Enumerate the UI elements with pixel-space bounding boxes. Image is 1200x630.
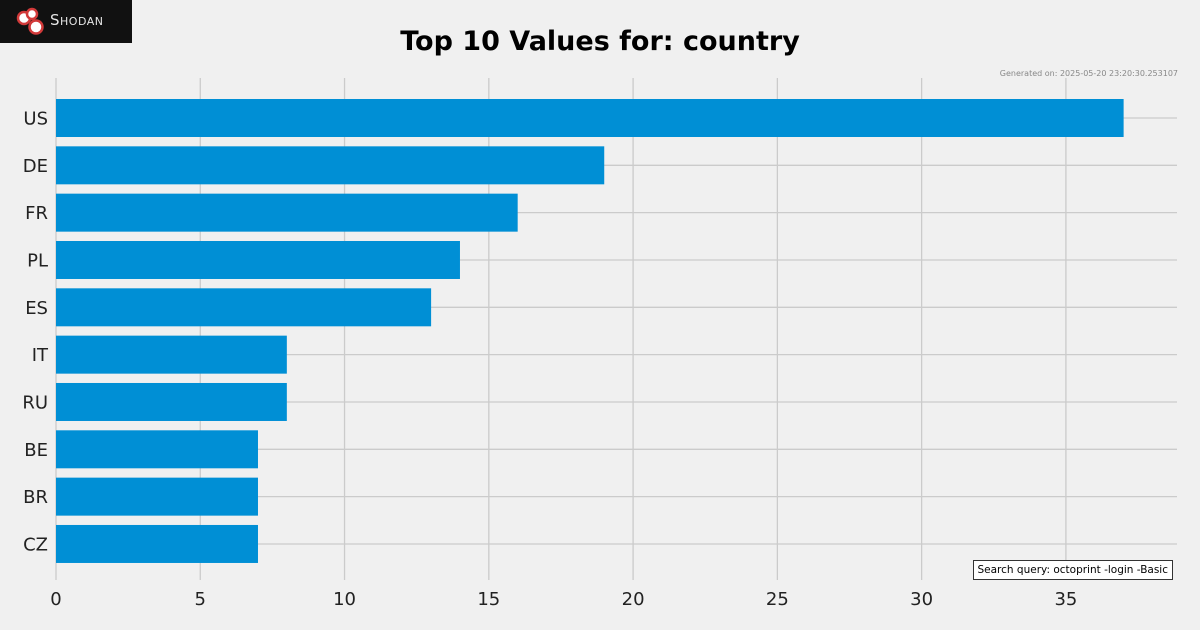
bar-cz — [56, 524, 258, 563]
y-tick-label: DE — [23, 156, 48, 177]
bar-it — [56, 335, 287, 374]
bar-br — [56, 477, 258, 516]
shodan-logo-icon — [16, 7, 44, 35]
labels: 0 5 10 15 20 25 30 35 US DE FR PL ES IT RU BE BR CZ — [22, 109, 1077, 611]
search-query-box: Search query: octoprint -login -Basic — [972, 560, 1173, 580]
x-tick-label: 35 — [1054, 589, 1077, 610]
y-tick-label: FR — [25, 203, 48, 224]
bar-us — [56, 99, 1124, 137]
y-tick-label: BE — [24, 440, 48, 461]
y-tick-label: CZ — [23, 534, 48, 555]
y-tick-label: US — [23, 109, 48, 130]
shodan-logo: Shodan — [0, 0, 132, 43]
generated-timestamp: Generated on: 2025-05-20 23:20:30.253107 — [999, 69, 1178, 78]
x-tick-label: 30 — [910, 589, 933, 610]
bars — [56, 99, 1124, 563]
x-tick-label: 0 — [50, 589, 61, 610]
x-tick-label: 25 — [766, 589, 789, 610]
y-tick-label: IT — [32, 345, 49, 366]
bar-ru — [56, 382, 287, 421]
y-tick-label: BR — [23, 487, 48, 508]
x-tick-label: 10 — [333, 589, 356, 610]
bar-es — [56, 288, 432, 327]
y-tick-label: ES — [25, 298, 48, 319]
bar-fr — [56, 193, 518, 232]
bar-de — [56, 146, 605, 185]
logo-text: Shodan — [50, 11, 104, 29]
x-tick-label: 5 — [195, 589, 206, 610]
bar-be — [56, 430, 258, 469]
y-tick-label: RU — [22, 392, 48, 413]
y-tick-label: PL — [27, 250, 48, 271]
x-tick-label: 20 — [622, 589, 645, 610]
bar-pl — [56, 240, 460, 279]
x-tick-label: 15 — [477, 589, 500, 610]
chart-title: Top 10 Values for: country — [400, 26, 800, 57]
